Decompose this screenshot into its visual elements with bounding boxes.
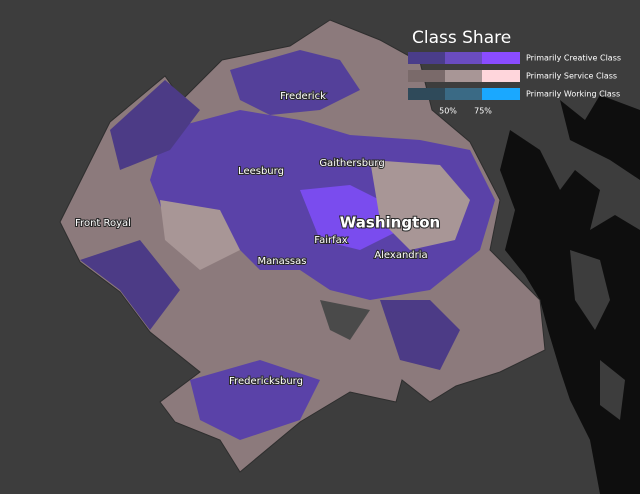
city-label: Fairfax: [314, 235, 348, 246]
city-label: Fredericksburg: [229, 376, 303, 387]
city-label: Front Royal: [75, 218, 131, 229]
legend-entry: Primarily Working Class: [526, 90, 620, 99]
city-label: Gaithersburg: [319, 158, 384, 169]
legend-title: Class Share: [412, 28, 511, 48]
land-islands: [570, 250, 625, 420]
legend-entry: Primarily Service Class: [526, 72, 617, 81]
legend-entry: Primarily Creative Class: [526, 54, 621, 63]
city-label: Washington: [340, 214, 440, 232]
city-label: Leesburg: [238, 166, 284, 177]
city-label: Frederick: [280, 91, 326, 102]
legend-scale-label: 75%: [474, 107, 492, 116]
creative-areas: [80, 50, 495, 440]
city-label: Manassas: [258, 256, 307, 267]
legend-scale-label: 50%: [439, 107, 457, 116]
service-areas: [160, 160, 470, 340]
legend-swatches: [408, 52, 520, 100]
city-label: Alexandria: [374, 250, 427, 261]
